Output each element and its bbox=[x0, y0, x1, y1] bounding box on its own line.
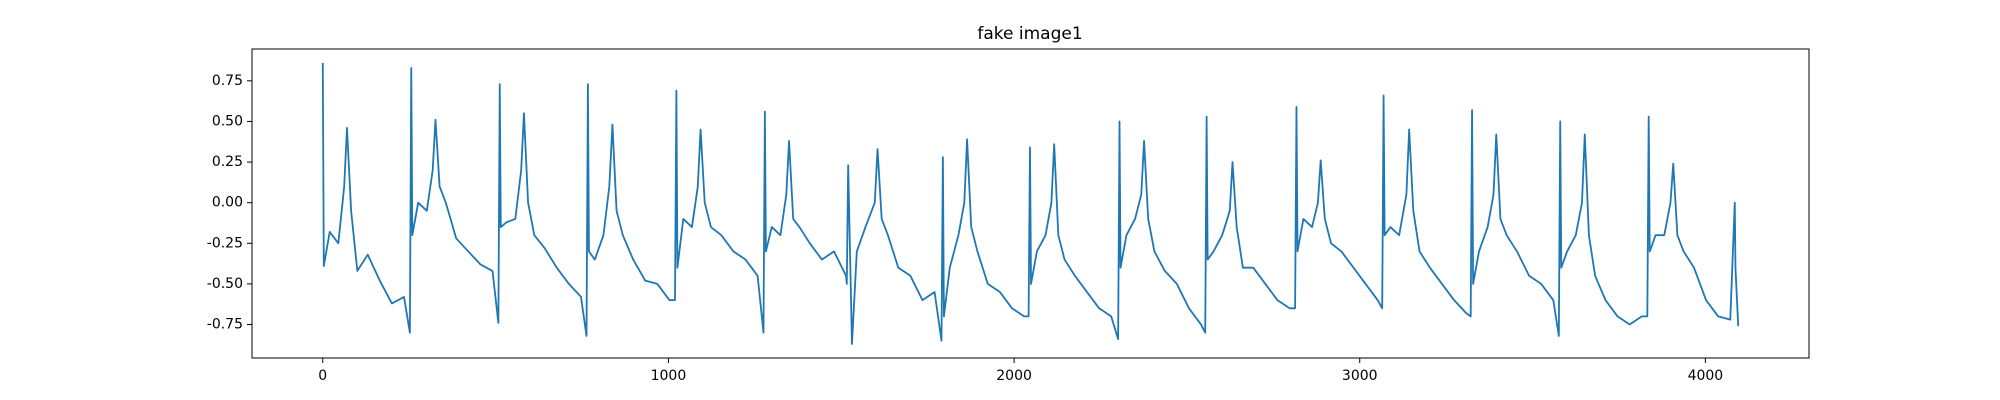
x-tick-label: 4000 bbox=[1688, 368, 1724, 384]
data-line bbox=[321, 62, 1740, 345]
x-tick-label: 1000 bbox=[651, 368, 687, 384]
plot-frame bbox=[251, 48, 1810, 359]
y-tick-label: -0.50 bbox=[207, 276, 243, 292]
x-tick-label: 2000 bbox=[996, 368, 1032, 384]
y-tick-label: 0.75 bbox=[212, 73, 243, 89]
y-tick-label: -0.75 bbox=[207, 317, 243, 333]
chart-title: fake image1 bbox=[977, 24, 1082, 44]
x-tick-label: 3000 bbox=[1342, 368, 1378, 384]
y-tick-label: -0.25 bbox=[207, 235, 243, 251]
y-tick-label: 0.00 bbox=[212, 195, 243, 211]
x-tick-label: 0 bbox=[318, 368, 327, 384]
y-tick-label: 0.50 bbox=[212, 113, 243, 129]
y-tick-label: 0.25 bbox=[212, 154, 243, 170]
